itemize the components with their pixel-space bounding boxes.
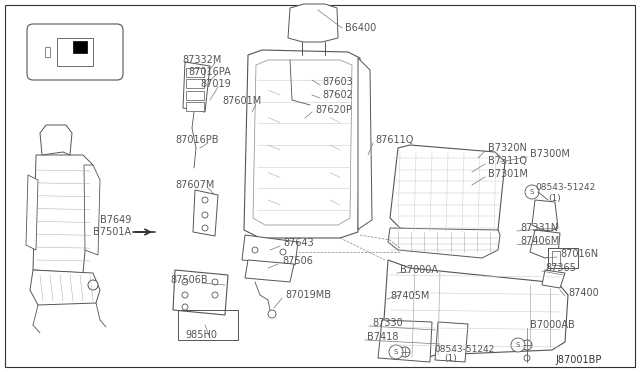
Circle shape: [524, 355, 530, 361]
Text: B7501A: B7501A: [93, 227, 131, 237]
Text: 985H0: 985H0: [185, 330, 217, 340]
Polygon shape: [40, 125, 72, 155]
Text: 87332M: 87332M: [182, 55, 221, 65]
Text: B7418: B7418: [367, 332, 398, 342]
Bar: [73, 41, 87, 53]
Text: 87506B: 87506B: [170, 275, 207, 285]
Text: B7000AB: B7000AB: [530, 320, 575, 330]
Circle shape: [525, 185, 539, 199]
Text: B7649: B7649: [100, 215, 131, 225]
Bar: [45, 47, 50, 57]
Text: 87400: 87400: [568, 288, 599, 298]
Polygon shape: [532, 200, 558, 232]
FancyBboxPatch shape: [27, 24, 123, 80]
Polygon shape: [242, 235, 298, 265]
Polygon shape: [173, 270, 228, 315]
Text: 87611Q: 87611Q: [375, 135, 413, 145]
Text: J87001BP: J87001BP: [555, 355, 602, 365]
Polygon shape: [542, 270, 565, 288]
Circle shape: [88, 280, 98, 290]
Polygon shape: [30, 270, 100, 305]
Text: 87016PA: 87016PA: [188, 67, 231, 77]
Bar: [552, 251, 560, 265]
Text: 08543-51242: 08543-51242: [535, 183, 595, 192]
Circle shape: [389, 345, 403, 359]
Bar: [186, 102, 204, 111]
Text: B7000A: B7000A: [400, 265, 438, 275]
Text: 87331N: 87331N: [520, 223, 558, 233]
Text: 87620P: 87620P: [315, 105, 352, 115]
Polygon shape: [382, 260, 568, 360]
Polygon shape: [244, 50, 360, 238]
Bar: [186, 79, 204, 88]
Text: 87019: 87019: [200, 79, 231, 89]
Text: 87601M: 87601M: [222, 96, 261, 106]
Polygon shape: [435, 322, 468, 362]
Text: (1): (1): [548, 193, 561, 202]
Polygon shape: [530, 230, 560, 258]
Text: 87016N: 87016N: [560, 249, 598, 259]
Text: 87602: 87602: [322, 90, 353, 100]
Polygon shape: [388, 228, 500, 258]
Polygon shape: [245, 260, 294, 282]
Bar: [186, 91, 204, 100]
Bar: [548, 248, 578, 268]
Polygon shape: [183, 62, 210, 112]
Polygon shape: [26, 175, 38, 250]
Text: 87643: 87643: [283, 238, 314, 248]
Text: 87019MB: 87019MB: [285, 290, 331, 300]
Text: B7311Q: B7311Q: [488, 156, 527, 166]
Circle shape: [511, 338, 525, 352]
Text: 87506: 87506: [282, 256, 313, 266]
Polygon shape: [33, 155, 93, 273]
Text: 87330: 87330: [372, 318, 403, 328]
Text: 87365: 87365: [545, 263, 576, 273]
Text: 87405M: 87405M: [390, 291, 429, 301]
Polygon shape: [358, 58, 372, 230]
Text: (1): (1): [444, 355, 457, 363]
Polygon shape: [390, 145, 505, 238]
Text: 87406M: 87406M: [520, 236, 559, 246]
Text: B7300M: B7300M: [530, 149, 570, 159]
Polygon shape: [378, 320, 432, 362]
Polygon shape: [193, 190, 218, 236]
Text: 87603: 87603: [322, 77, 353, 87]
Text: 08543-51242: 08543-51242: [434, 344, 494, 353]
Text: S: S: [530, 189, 534, 195]
Bar: [186, 68, 204, 77]
Bar: [57, 38, 93, 66]
Bar: [178, 310, 238, 340]
Text: B7320N: B7320N: [488, 143, 527, 153]
Polygon shape: [288, 4, 338, 42]
Text: 87607M: 87607M: [175, 180, 214, 190]
Text: S: S: [516, 342, 520, 348]
Text: B6400: B6400: [345, 23, 376, 33]
Polygon shape: [253, 60, 352, 225]
Text: S: S: [394, 349, 398, 355]
Text: 87016PB: 87016PB: [175, 135, 218, 145]
Polygon shape: [84, 165, 100, 255]
Text: B7301M: B7301M: [488, 169, 528, 179]
